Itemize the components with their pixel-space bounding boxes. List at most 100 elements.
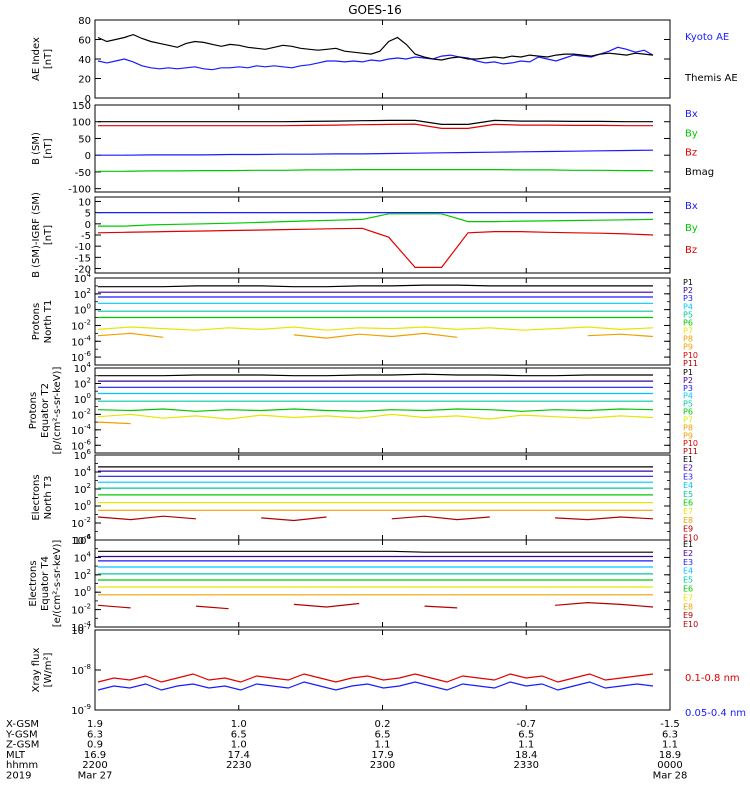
legend-entry: E2 xyxy=(683,464,693,473)
y-tick-label: 102 xyxy=(74,568,91,582)
y-tick-label: -20 xyxy=(75,265,91,276)
y-tick-exponent: 4 xyxy=(87,361,92,369)
y-tick-exponent: -6 xyxy=(84,350,92,358)
x-row-value: 1.0 xyxy=(231,740,247,751)
y-tick-label: 104 xyxy=(74,550,92,564)
y-tick-label: 10-4 xyxy=(71,334,91,348)
series-by xyxy=(98,213,654,227)
y-tick-exponent: -2 xyxy=(84,603,91,611)
x-row-value: 6.3 xyxy=(87,729,103,740)
panel-frame xyxy=(94,277,671,366)
y-tick-label: 106 xyxy=(74,448,92,462)
figure-title: GOES-16 xyxy=(348,3,402,17)
y-axis-label: [e/(cm²-s-sr-keV)] xyxy=(52,540,63,628)
x-row-value: 17.9 xyxy=(371,750,393,761)
legend-entry: By xyxy=(685,223,698,234)
y-tick-exponent: 6 xyxy=(87,533,92,541)
y-tick-label: -100 xyxy=(68,185,91,196)
x-row-value: 1.1 xyxy=(662,740,678,751)
legend-entry: P3 xyxy=(683,384,693,393)
legend-entry: P6 xyxy=(683,408,693,417)
legend-entry: P2 xyxy=(683,376,693,385)
y-tick-exponent: -8 xyxy=(84,663,91,671)
series-p8 xyxy=(97,332,654,339)
legend-entry: E4 xyxy=(683,481,693,490)
y-tick-label: 20 xyxy=(78,75,91,86)
series-bmag xyxy=(98,119,653,125)
series-p1 xyxy=(98,373,653,377)
y-tick-label: 100 xyxy=(72,118,91,129)
y-tick-label: 10-8 xyxy=(71,663,91,677)
x-row-value: Mar 27 xyxy=(78,771,113,782)
y-tick-label: 102 xyxy=(74,287,91,301)
legend-entry: 0.1-0.8 nm xyxy=(685,673,740,684)
y-tick-label: 0 xyxy=(85,94,91,105)
legend-entry: P7 xyxy=(683,327,693,336)
x-row-value: 6.5 xyxy=(231,729,247,740)
panel-frame xyxy=(94,629,671,711)
y-tick-exponent: -2 xyxy=(84,407,91,415)
y-tick-label: -10 xyxy=(75,242,91,253)
legend-entry: E4 xyxy=(683,567,693,576)
legend-entry: E9 xyxy=(683,525,693,534)
y-tick-label: 100 xyxy=(74,585,91,599)
legend-entry: E3 xyxy=(683,472,693,481)
legend-entry: P4 xyxy=(683,392,693,401)
y-tick-exponent: 4 xyxy=(87,550,92,558)
series-themis-ae xyxy=(97,33,654,61)
y-tick-label: 10-7 xyxy=(71,623,91,637)
panel-frame xyxy=(94,454,671,541)
x-axis-table: X-GSM 1.9 1.0 0.2 -0.7 -1.5 Y-GSM 6.3 6.5 6.5 6.5 6… xyxy=(5,719,687,782)
legend-entry: P11 xyxy=(683,447,698,456)
y-tick-exponent: 0 xyxy=(87,585,91,593)
y-axis-label: [nT] xyxy=(43,49,54,69)
y-tick-label: 0 xyxy=(85,151,91,162)
y-tick-label: 102 xyxy=(74,376,91,390)
legend-entry: P3 xyxy=(683,294,693,303)
x-row-value: 2330 xyxy=(514,760,539,771)
legend-entry: E8 xyxy=(683,602,693,611)
legend-entry: P8 xyxy=(683,335,693,344)
series-by xyxy=(98,169,653,172)
y-axis-label: [nT] xyxy=(43,138,54,158)
legend-entry: P4 xyxy=(683,302,693,311)
y-tick-exponent: -4 xyxy=(84,533,92,541)
y-tick-label: 102 xyxy=(74,482,91,496)
series-p7 xyxy=(97,326,654,331)
legend-entry: P6 xyxy=(683,318,693,327)
x-row-value: 1.1 xyxy=(518,740,534,751)
panel-frame xyxy=(94,539,671,628)
y-tick-exponent: 2 xyxy=(87,376,91,384)
legend-entry: Themis AE xyxy=(684,73,738,84)
y-tick-label: -15 xyxy=(75,253,91,264)
y-tick-label: 0 xyxy=(85,220,91,231)
x-row-value: 0.2 xyxy=(375,719,391,730)
x-row-value: 16.9 xyxy=(84,750,106,761)
x-row-value: Mar 28 xyxy=(653,771,688,782)
y-axis-label: B (SM) xyxy=(31,132,42,165)
y-axis-label: North T3 xyxy=(43,476,54,520)
y-axis-label: Equator T4 xyxy=(40,556,51,611)
y-tick-label: 106 xyxy=(74,533,92,547)
panel-ae: 0 20 40 60 80 AE Index [nT] Kyoto AE Themis AE xyxy=(31,16,738,105)
series-e1 xyxy=(98,550,653,553)
legend-entry: Bx xyxy=(685,201,698,212)
series-bz xyxy=(97,227,654,268)
y-tick-label: 10-2 xyxy=(71,603,91,617)
legend-entry: P8 xyxy=(683,423,693,432)
y-axis-label: B (SM)-IGRF (SM) xyxy=(31,192,42,278)
legend-entry: P9 xyxy=(683,343,693,352)
legend-entry: P1 xyxy=(683,368,693,377)
y-tick-exponent: 0 xyxy=(87,303,91,311)
x-row-label: 2019 xyxy=(6,771,31,782)
y-tick-exponent: -9 xyxy=(84,703,91,711)
y-axis-label: Xray flux xyxy=(31,648,42,693)
series-p8 xyxy=(97,421,131,425)
y-axis-label: Electrons xyxy=(28,560,39,606)
legend-entry: By xyxy=(685,128,698,139)
y-tick-label: 10-2 xyxy=(71,318,91,332)
